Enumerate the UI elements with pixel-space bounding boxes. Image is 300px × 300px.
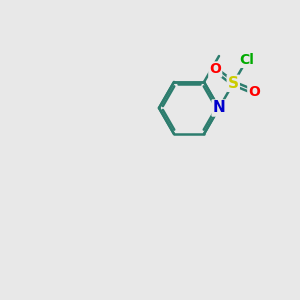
Text: N: N [213,100,225,116]
Text: O: O [248,85,260,99]
Text: O: O [209,62,221,76]
Text: Cl: Cl [239,53,254,67]
Text: S: S [228,76,239,91]
